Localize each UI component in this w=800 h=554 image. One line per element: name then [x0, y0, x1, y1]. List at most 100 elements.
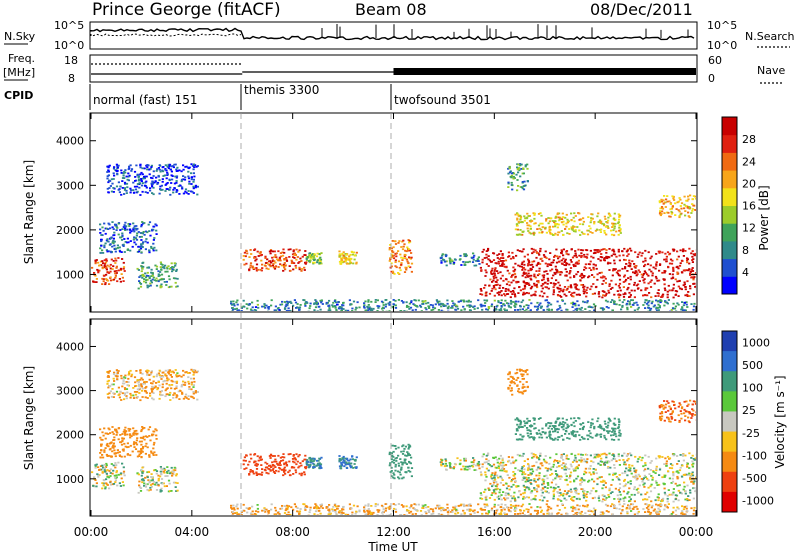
echo-cell	[624, 266, 627, 268]
echo-cell	[300, 464, 303, 467]
echo-cell	[160, 263, 163, 265]
echo-cell	[158, 164, 161, 166]
echo-cell	[112, 433, 115, 435]
echo-cell	[99, 251, 102, 254]
echo-cell	[138, 385, 141, 387]
echo-cell	[319, 467, 322, 469]
echo-cell	[392, 251, 395, 254]
echo-cell	[388, 453, 391, 456]
echo-cell	[115, 225, 118, 228]
echo-cell	[624, 484, 627, 487]
echo-cell	[301, 268, 304, 270]
echo-cell	[427, 305, 430, 308]
echo-cell	[355, 467, 358, 469]
echo-cell	[546, 500, 549, 502]
echo-cell	[565, 213, 568, 216]
echo-cell	[244, 459, 247, 462]
echo-cell	[512, 172, 515, 174]
echo-cell	[409, 257, 412, 260]
echo-cell	[616, 272, 620, 275]
echo-cell	[686, 499, 689, 502]
echo-cell	[151, 476, 154, 479]
echo-cell	[485, 256, 488, 259]
echo-cell	[156, 388, 159, 391]
echo-cell	[194, 186, 197, 189]
echo-cell	[562, 234, 565, 236]
echo-cell	[672, 472, 675, 475]
echo-cell	[568, 468, 571, 470]
echo-cell	[500, 290, 503, 292]
echo-cell	[594, 468, 597, 471]
echo-cell	[627, 265, 630, 267]
echo-cell	[490, 474, 493, 476]
echo-cell	[541, 226, 544, 228]
echo-cell	[673, 199, 676, 201]
echo-cell	[169, 186, 172, 189]
echo-cell	[282, 265, 286, 268]
echo-cell	[583, 233, 586, 235]
echo-cell	[152, 443, 155, 446]
echo-cell	[520, 301, 523, 304]
freq-traces	[91, 63, 696, 75]
echo-cell	[291, 458, 295, 460]
echo-cell	[168, 163, 172, 166]
echo-cell	[168, 370, 171, 373]
echo-cell	[524, 268, 527, 271]
echo-cell	[184, 176, 187, 179]
echo-cell	[152, 454, 155, 456]
echo-cell	[668, 467, 672, 469]
echo-cell	[136, 437, 139, 440]
echo-cell	[446, 299, 449, 302]
echo-cell	[556, 300, 559, 303]
echo-cell	[283, 262, 286, 264]
echo-cell	[255, 474, 258, 476]
echo-cell	[585, 499, 588, 502]
echo-cell	[164, 389, 167, 392]
echo-cell	[531, 263, 534, 266]
echo-cell	[158, 369, 161, 372]
echo-cell	[109, 475, 112, 477]
echo-cell	[477, 299, 480, 302]
echo-cell	[550, 277, 553, 280]
echo-cell	[607, 289, 610, 292]
echo-cell	[166, 466, 169, 468]
echo-cell	[676, 271, 679, 274]
echo-cell	[410, 467, 414, 469]
echo-cell	[97, 261, 100, 264]
echo-cell	[147, 370, 150, 372]
echo-cell	[523, 287, 526, 290]
echo-cell	[150, 450, 153, 453]
echo-cell	[510, 174, 513, 177]
echo-cell	[692, 278, 695, 281]
echo-cell	[440, 463, 443, 466]
echo-cell	[688, 295, 691, 297]
echo-cell	[149, 392, 152, 395]
echo-cell	[367, 300, 370, 303]
echo-cell	[150, 485, 153, 488]
echo-cell	[569, 480, 572, 483]
echo-cell	[478, 263, 481, 265]
echo-cell	[570, 212, 573, 215]
echo-cell	[295, 463, 298, 466]
echo-cell	[664, 289, 667, 292]
echo-cell	[648, 300, 651, 302]
echo-cell	[394, 445, 397, 447]
echo-cell	[515, 459, 518, 462]
echo-cell	[93, 476, 96, 479]
echo-cell	[618, 491, 621, 493]
echo-cell	[136, 185, 139, 188]
echo-cell	[690, 252, 693, 255]
echo-cell	[231, 308, 235, 311]
echo-cell	[529, 287, 532, 290]
echo-cell	[672, 302, 675, 305]
echo-cell	[122, 449, 125, 452]
echo-cell	[174, 469, 177, 472]
echo-cell	[647, 310, 650, 311]
echo-cell	[103, 467, 106, 470]
echo-cell	[627, 277, 630, 279]
echo-cell	[674, 278, 677, 281]
echo-cell	[103, 463, 106, 466]
echo-cell	[282, 470, 286, 472]
echo-cell	[176, 489, 179, 492]
echo-cell	[338, 306, 341, 308]
